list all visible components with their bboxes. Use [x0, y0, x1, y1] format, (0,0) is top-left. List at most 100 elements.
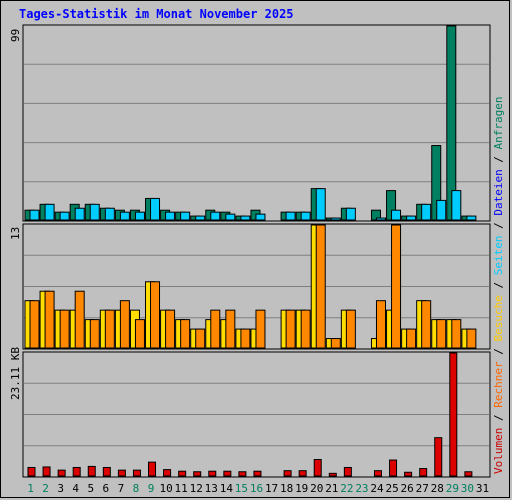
bar-rechner-16 — [255, 309, 266, 349]
bar-dateien-10 — [165, 211, 176, 221]
bar-volumen-9 — [148, 461, 157, 477]
bar-volumen-22 — [343, 466, 352, 477]
bar-volumen-27 — [419, 468, 428, 477]
bar-rechner-30 — [466, 328, 477, 349]
x-tick-label: 26 — [400, 482, 414, 495]
x-tick-label: 11 — [174, 482, 188, 495]
x-tick-label: 10 — [159, 482, 173, 495]
x-tick-label: 13 — [204, 482, 218, 495]
bar-volumen-26 — [404, 471, 413, 477]
bar-dateien-9 — [150, 197, 161, 221]
bar-dateien-7 — [119, 211, 130, 221]
bar-dateien-20 — [315, 188, 326, 221]
bar-dateien-18 — [285, 211, 296, 221]
bar-rechner-24 — [375, 300, 386, 349]
bar-dateien-6 — [104, 207, 115, 221]
bar-dateien-13 — [210, 211, 221, 221]
x-tick-label: 28 — [430, 482, 444, 495]
x-tick-label: 19 — [295, 482, 309, 495]
bar-dateien-16 — [255, 213, 266, 221]
x-tick-label: 21 — [325, 482, 339, 495]
x-tick-label: 23 — [355, 482, 369, 495]
bar-dateien-14 — [225, 213, 236, 221]
bar-rechner-13 — [210, 309, 221, 349]
bar-rechner-8 — [134, 319, 145, 349]
legend: Volumen / Rechner / Besuche / Seiten / D… — [492, 96, 505, 474]
legend-separator: / — [492, 149, 505, 170]
legend-item: Rechner — [492, 361, 505, 408]
bar-volumen-30 — [464, 471, 473, 477]
x-tick-label: 12 — [189, 482, 203, 495]
bar-dateien-5 — [89, 203, 100, 221]
bar-volumen-20 — [313, 459, 322, 477]
bar-volumen-16 — [253, 470, 262, 477]
x-tick-label: 9 — [147, 482, 155, 495]
x-tick-label: 6 — [102, 482, 110, 495]
bar-volumen-29 — [449, 352, 458, 477]
bar-dateien-27 — [421, 203, 432, 221]
x-tick-label: 15 — [234, 482, 249, 495]
bar-dateien-25 — [391, 209, 402, 221]
x-tick-label: 24 — [370, 482, 384, 495]
bar-rechner-27 — [421, 300, 432, 349]
bar-rechner-2 — [44, 290, 55, 349]
x-tick-label: 22 — [340, 482, 354, 495]
bar-volumen-4 — [72, 466, 81, 477]
legend-item: Besuche — [492, 295, 505, 342]
bar-volumen-21 — [328, 472, 337, 477]
legend-separator: / — [492, 215, 505, 236]
bar-volumen-19 — [298, 470, 307, 477]
legend-item: Dateien — [492, 169, 505, 216]
bar-rechner-1 — [29, 300, 40, 349]
legend-separator: / — [492, 341, 505, 362]
bar-dateien-24 — [375, 217, 386, 221]
x-tick-label: 5 — [87, 482, 95, 495]
bar-rechner-19 — [300, 309, 311, 349]
bar-dateien-19 — [300, 211, 311, 221]
bar-rechner-21 — [330, 338, 341, 349]
bar-rechner-25 — [391, 224, 402, 349]
bar-rechner-12 — [195, 328, 206, 349]
bar-rechner-5 — [89, 319, 100, 349]
bar-dateien-30 — [466, 215, 477, 221]
x-tick-label: 18 — [280, 482, 294, 495]
bar-dateien-12 — [195, 215, 206, 221]
y-max-label: 13 — [9, 226, 22, 240]
bar-dateien-1 — [29, 209, 40, 221]
bar-rechner-6 — [104, 309, 115, 349]
x-tick-label: 16 — [249, 482, 264, 495]
bar-volumen-5 — [87, 465, 96, 477]
bar-dateien-15 — [240, 215, 251, 221]
bar-volumen-15 — [238, 471, 247, 477]
bar-volumen-13 — [208, 470, 217, 477]
bar-rechner-22 — [345, 309, 356, 349]
x-tick-label: 4 — [72, 482, 80, 495]
chart-title: Tages-Statistik im Monat November 2025 — [19, 7, 294, 21]
legend-item: Volumen — [492, 427, 505, 474]
bar-dateien-11 — [180, 211, 191, 221]
x-tick-label: 29 — [445, 482, 459, 495]
bar-rechner-10 — [165, 309, 176, 349]
x-tick-label: 30 — [460, 482, 475, 495]
x-tick-label: 25 — [385, 482, 399, 495]
bar-dateien-8 — [134, 211, 145, 221]
legend-item: Anfragen — [492, 96, 505, 150]
bar-volumen-24 — [373, 470, 382, 477]
bar-volumen-14 — [223, 470, 232, 477]
x-tick-label: 8 — [132, 482, 140, 495]
bar-dateien-26 — [406, 215, 417, 221]
x-tick-label: 14 — [219, 482, 233, 495]
x-tick-label: 31 — [475, 482, 490, 495]
bar-rechner-26 — [406, 328, 417, 349]
x-tick-label: 3 — [57, 482, 64, 495]
bar-dateien-21 — [330, 217, 341, 221]
panel-requests-files — [22, 24, 491, 222]
bar-dateien-28 — [436, 199, 447, 221]
bar-dateien-22 — [345, 207, 356, 221]
bar-dateien-29 — [451, 190, 462, 221]
bar-rechner-14 — [225, 309, 236, 349]
bar-rechner-28 — [436, 319, 447, 349]
bar-rechner-11 — [180, 319, 191, 349]
bar-volumen-12 — [193, 471, 202, 477]
